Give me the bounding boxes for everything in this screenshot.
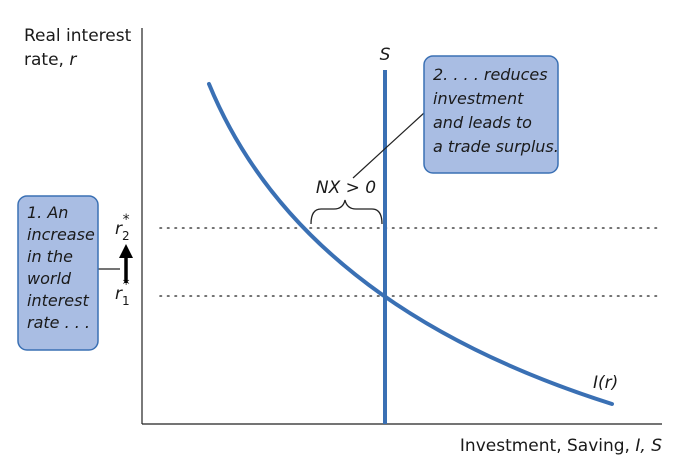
saving-line-label: S xyxy=(380,45,391,65)
annotation-box-left-text: 1. An increase in the world interest rat… xyxy=(27,203,100,332)
annotation-box-right xyxy=(423,55,559,174)
r2-label: r2* xyxy=(115,212,130,243)
y-axis-label-line1: Real interest xyxy=(24,26,132,46)
annotation-box-left xyxy=(17,195,99,351)
r1-label: r1* xyxy=(115,277,130,308)
y-axis-label-line2: rate, r xyxy=(24,50,77,70)
investment-curve-label: I(r) xyxy=(593,373,618,393)
x-axis-label: Investment, Saving, I, S xyxy=(460,436,662,456)
annotation-box-right-text: 2. . . . reduces investment and leads to… xyxy=(433,65,559,156)
right-box-connector xyxy=(352,112,425,179)
nx-label: NX > 0 xyxy=(316,178,376,198)
nx-brace xyxy=(310,199,383,225)
rate-increase-arrow-head xyxy=(119,244,133,258)
investment-curve xyxy=(207,82,614,406)
